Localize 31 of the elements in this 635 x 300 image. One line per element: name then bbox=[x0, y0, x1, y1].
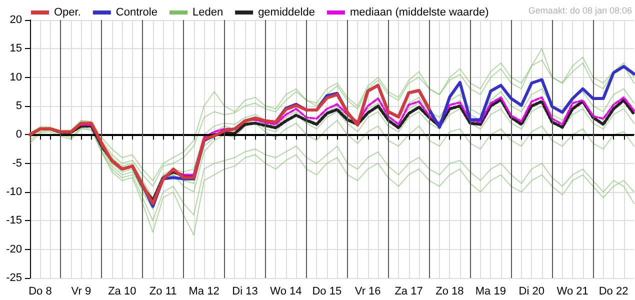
x-tick-label: Ma 12 bbox=[188, 286, 220, 298]
legend-label: gemiddelde bbox=[258, 6, 315, 18]
x-tick-label: Di 13 bbox=[232, 286, 258, 298]
y-tick-label: -15 bbox=[6, 214, 22, 227]
y-tick-label: 20 bbox=[10, 14, 22, 26]
x-tick-label: Do 22 bbox=[598, 286, 628, 298]
y-tick-label: 0 bbox=[16, 128, 22, 141]
y-tick-label: 15 bbox=[10, 42, 22, 55]
y-tick-label: -5 bbox=[12, 157, 22, 170]
x-tick-label: Do 15 bbox=[312, 286, 342, 298]
x-tick-label: Zo 11 bbox=[149, 286, 177, 298]
x-tick-label: Zo 18 bbox=[436, 286, 464, 298]
text: Gemaakt: do 08 jan 08:06 bbox=[528, 6, 632, 16]
x-tick-label: Za 10 bbox=[108, 286, 136, 298]
x-tick-label: Di 20 bbox=[518, 286, 544, 298]
y-tick-label: -20 bbox=[6, 243, 22, 256]
x-tick-label: Vr 9 bbox=[71, 286, 92, 298]
x-tick-label: Do 8 bbox=[28, 286, 52, 298]
x-tick-label: Ma 19 bbox=[475, 286, 506, 298]
y-tick-label: 5 bbox=[16, 100, 22, 112]
y-tick-label: -10 bbox=[6, 186, 22, 198]
y-tick-label: -25 bbox=[6, 272, 22, 284]
x-tick-label: Za 17 bbox=[394, 286, 423, 298]
x-tick-label: Wo 14 bbox=[270, 286, 302, 298]
y-tick-label: 10 bbox=[10, 71, 22, 84]
legend-label: Leden bbox=[192, 6, 224, 18]
x-tick-label: Wo 21 bbox=[556, 286, 588, 298]
legend-label: Controle bbox=[116, 6, 158, 18]
x-tick-label: Vr 16 bbox=[354, 286, 381, 298]
legend-label: Oper. bbox=[54, 6, 81, 18]
legend-label: mediaan (middelste waarde) bbox=[350, 6, 489, 18]
